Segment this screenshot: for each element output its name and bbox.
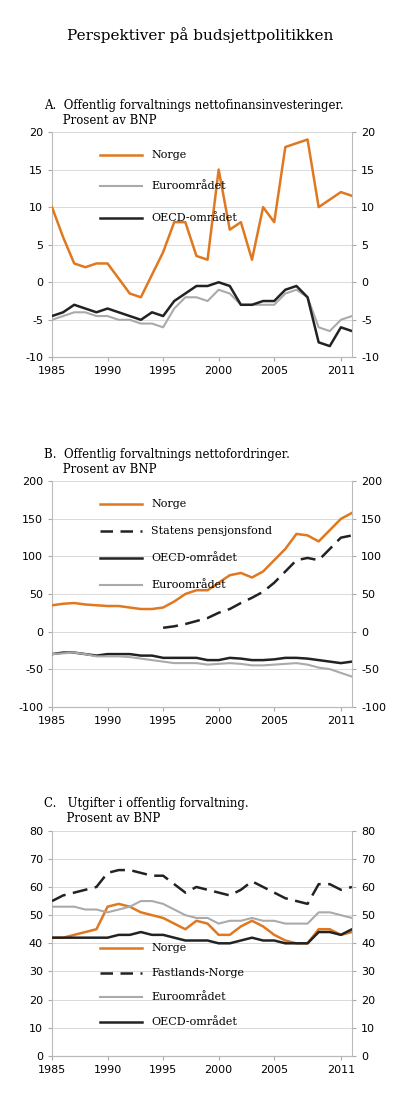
Text: Fastlands-Norge: Fastlands-Norge: [151, 968, 244, 978]
Text: OECD-området: OECD-området: [151, 1018, 237, 1027]
Text: Statens pensjonsfond: Statens pensjonsfond: [151, 526, 272, 536]
Text: Euroområdet: Euroområdet: [151, 992, 226, 1002]
Text: Perspektiver på budsjettpolitikken: Perspektiver på budsjettpolitikken: [67, 28, 333, 43]
Text: Norge: Norge: [151, 499, 186, 509]
Text: B.  Offentlig forvaltnings nettofordringer.
     Prosent av BNP: B. Offentlig forvaltnings nettofordringe…: [44, 448, 290, 476]
Text: Euroområdet: Euroområdet: [151, 580, 226, 590]
Text: Euroområdet: Euroområdet: [151, 182, 226, 191]
Text: C.   Utgifter i offentlig forvaltning.
      Prosent av BNP: C. Utgifter i offentlig forvaltning. Pro…: [44, 798, 249, 825]
Text: Norge: Norge: [151, 150, 186, 160]
Text: OECD-området: OECD-området: [151, 212, 237, 222]
Text: Norge: Norge: [151, 943, 186, 953]
Text: OECD-området: OECD-området: [151, 553, 237, 563]
Text: A.  Offentlig forvaltnings nettofinansinvesteringer.
     Prosent av BNP: A. Offentlig forvaltnings nettofinansinv…: [44, 99, 344, 127]
